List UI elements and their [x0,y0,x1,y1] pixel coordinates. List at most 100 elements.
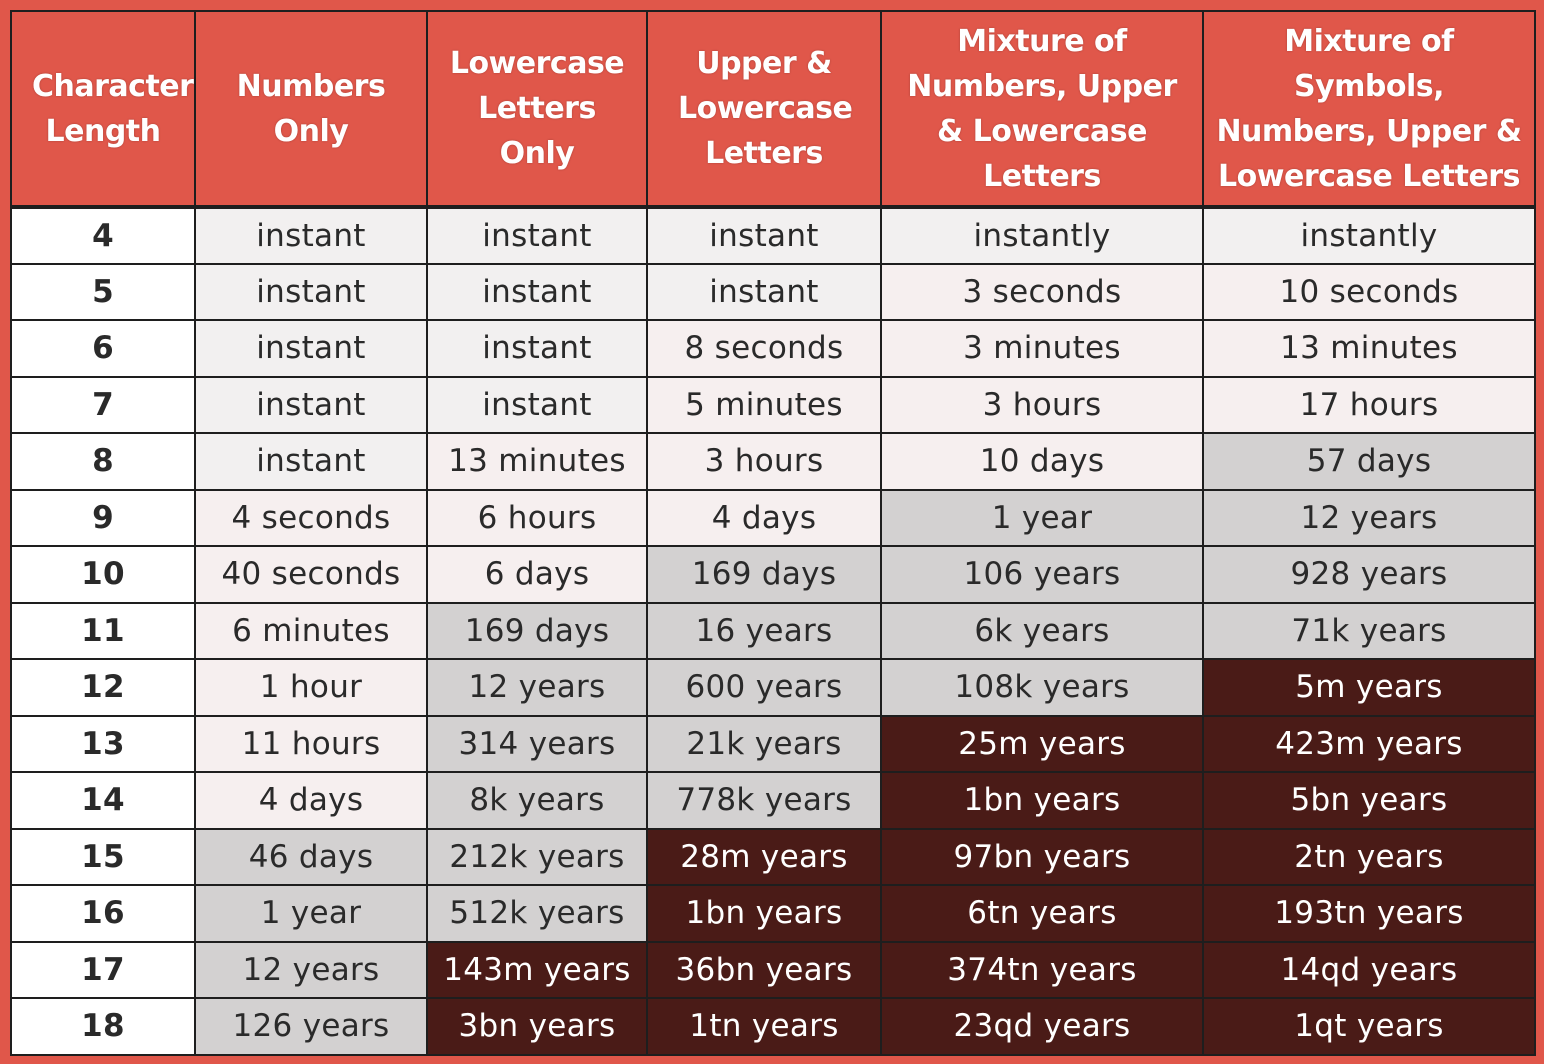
table-row: 13 11 hours 314 years 21k years 25m years 423… [10,714,1536,773]
character-length-cell: 14 [10,771,196,830]
character-length-cell: 5 [10,262,196,321]
crack-time-cell: 1qt years [1202,997,1536,1056]
crack-time-cell: 14qd years [1202,940,1536,999]
crack-time-cell: 25m years [880,714,1204,773]
crack-time-cell: 169 days [426,601,648,660]
crack-time-cell: 1 year [194,884,428,943]
table-row: 7 instant instant 5 minutes 3 hours 17 hours [10,375,1536,434]
table-row: 14 4 days 8k years 778k years 1bn years 5bn y… [10,771,1536,830]
crack-time-cell: instant [194,375,428,434]
character-length-cell: 6 [10,319,196,378]
table-row: 12 1 hour 12 years 600 years 108k years 5m ye… [10,658,1536,717]
crack-time-cell: 10 days [880,432,1204,491]
crack-time-cell: 5bn years [1202,771,1536,830]
header-row: Character Length Numbers Only Lowercase … [10,10,1536,209]
crack-time-cell: instant [194,319,428,378]
crack-time-cell: instantly [880,206,1204,265]
crack-time-cell: 36bn years [646,940,882,999]
crack-time-cell: instant [194,206,428,265]
header-numbers-only: Numbers Only [194,10,428,209]
character-length-cell: 11 [10,601,196,660]
crack-time-cell: instant [426,319,648,378]
character-length-cell: 18 [10,997,196,1056]
table-body: 4 instant instant instant instantly instantly… [10,206,1536,1056]
crack-time-cell: 13 minutes [1202,319,1536,378]
table-row: 11 6 minutes 169 days 16 years 6k years 71k y… [10,601,1536,660]
character-length-cell: 7 [10,375,196,434]
table-row: 6 instant instant 8 seconds 3 minutes 13 minu… [10,319,1536,378]
table-row: 15 46 days 212k years 28m years 97bn years 2t… [10,827,1536,886]
crack-time-cell: 5m years [1202,658,1536,717]
header-symbols-numbers-upper-lowercase: Mixture of Symbols, Numbers, Upper & Low… [1202,10,1536,209]
crack-time-cell: 2tn years [1202,827,1536,886]
crack-time-cell: 6 hours [426,488,648,547]
crack-time-cell: instant [426,262,648,321]
crack-time-cell: 12 years [194,940,428,999]
crack-time-cell: 40 seconds [194,545,428,604]
crack-time-cell: instant [646,206,882,265]
crack-time-cell: 3 hours [880,375,1204,434]
crack-time-cell: 8k years [426,771,648,830]
crack-time-cell: 4 days [194,771,428,830]
table-row: 8 instant 13 minutes 3 hours 10 days 57 days [10,432,1536,491]
crack-time-cell: 423m years [1202,714,1536,773]
crack-time-cell: 5 minutes [646,375,882,434]
crack-time-cell: instant [194,432,428,491]
crack-time-cell: 6 days [426,545,648,604]
table-row: 10 40 seconds 6 days 169 days 106 years 928 y… [10,545,1536,604]
crack-time-cell: 97bn years [880,827,1204,886]
crack-time-cell: 512k years [426,884,648,943]
crack-time-cell: 6 minutes [194,601,428,660]
crack-time-cell: 1 hour [194,658,428,717]
character-length-cell: 10 [10,545,196,604]
header-lowercase-only: Lowercase Letters Only [426,10,648,209]
crack-time-cell: 4 days [646,488,882,547]
crack-time-cell: 108k years [880,658,1204,717]
crack-time-cell: 4 seconds [194,488,428,547]
crack-time-cell: 3 hours [646,432,882,491]
crack-time-cell: 193tn years [1202,884,1536,943]
crack-time-cell: 71k years [1202,601,1536,660]
crack-time-cell: 11 hours [194,714,428,773]
header-numbers-upper-lowercase: Mixture of Numbers, Upper & Lowercase Le… [880,10,1204,209]
character-length-cell: 16 [10,884,196,943]
table-row: 17 12 years 143m years 36bn years 374tn year… [10,940,1536,999]
crack-time-cell: instant [426,206,648,265]
crack-time-cell: 57 days [1202,432,1536,491]
crack-time-cell: 106 years [880,545,1204,604]
crack-time-cell: 1bn years [646,884,882,943]
header-character-length: Character Length [10,10,196,209]
crack-time-cell: 1tn years [646,997,882,1056]
crack-time-cell: 12 years [426,658,648,717]
crack-time-cell: instant [426,375,648,434]
crack-time-cell: 928 years [1202,545,1536,604]
character-length-cell: 15 [10,827,196,886]
crack-time-cell: instant [646,262,882,321]
password-crack-time-table: Character Length Numbers Only Lowercase … [10,10,1536,1056]
header-upper-lowercase: Upper & Lowercase Letters [646,10,882,209]
table-row: 16 1 year 512k years 1bn years 6tn years 193t… [10,884,1536,943]
crack-time-cell: 6tn years [880,884,1204,943]
character-length-cell: 12 [10,658,196,717]
crack-time-cell: instantly [1202,206,1536,265]
table-row: 4 instant instant instant instantly instantly [10,206,1536,265]
crack-time-cell: 3bn years [426,997,648,1056]
crack-time-cell: instant [194,262,428,321]
character-length-cell: 8 [10,432,196,491]
crack-time-cell: 13 minutes [426,432,648,491]
character-length-cell: 9 [10,488,196,547]
crack-time-cell: 12 years [1202,488,1536,547]
character-length-cell: 13 [10,714,196,773]
crack-time-cell: 6k years [880,601,1204,660]
crack-time-cell: 143m years [426,940,648,999]
crack-time-cell: 8 seconds [646,319,882,378]
crack-time-cell: 28m years [646,827,882,886]
crack-time-cell: 10 seconds [1202,262,1536,321]
crack-time-cell: 212k years [426,827,648,886]
crack-time-cell: 46 days [194,827,428,886]
crack-time-cell: 3 minutes [880,319,1204,378]
table-row: 5 instant instant instant 3 seconds 10 second… [10,262,1536,321]
crack-time-cell: 126 years [194,997,428,1056]
password-crack-time-table-frame: Character Length Numbers Only Lowercase … [10,10,1536,1056]
